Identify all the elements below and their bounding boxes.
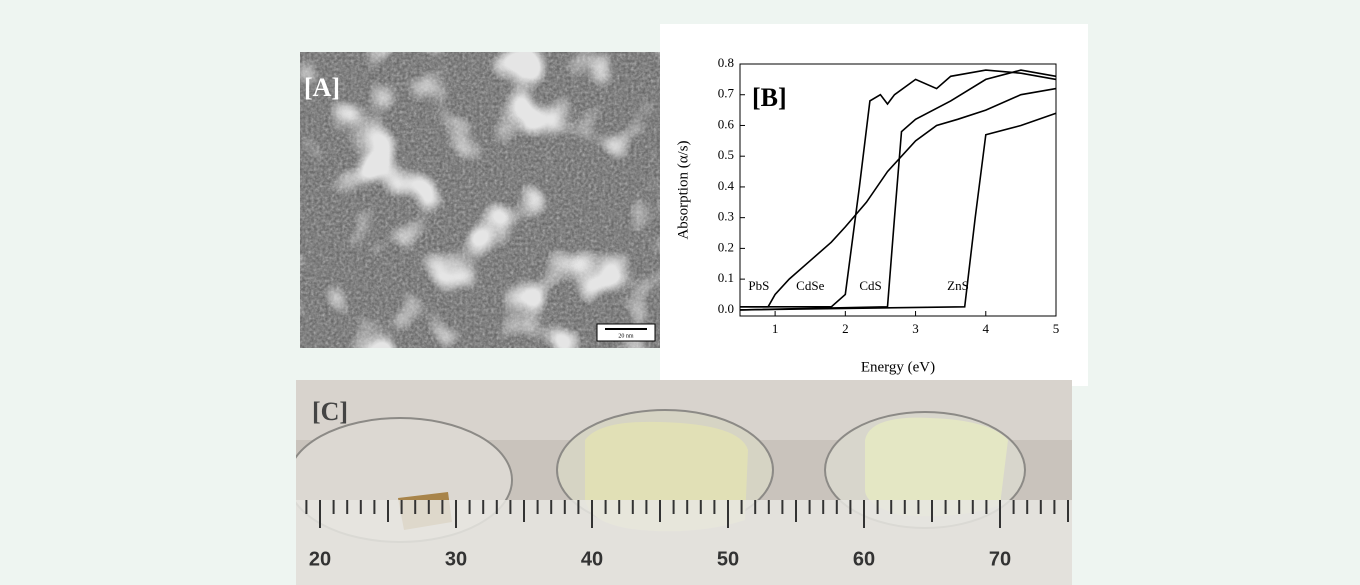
y-tick-label: 0.3 [718, 209, 734, 224]
series-label: PbS [748, 278, 769, 293]
panel-label: [B] [752, 83, 787, 112]
figure: [A] 20 nm 0.0 0.1 0.2 0.3 0.4 0.5 0.6 0.7 0.8 1 2 3… [0, 0, 1360, 585]
x-tick-label: 3 [912, 321, 919, 336]
series-label: ZnS [947, 278, 969, 293]
y-tick-label: 0.0 [718, 301, 734, 316]
ruler-label: 20 [309, 548, 331, 570]
ruler-label: 60 [853, 548, 875, 570]
panel-label: [C] [312, 397, 348, 426]
ruler-label: 50 [717, 548, 739, 570]
x-tick-label: 4 [983, 321, 990, 336]
x-tick-label: 5 [1053, 321, 1060, 336]
y-tick-label: 0.2 [718, 239, 734, 254]
ruler-label: 70 [989, 548, 1011, 570]
photo: 20 30 40 50 60 70 [288, 380, 1082, 585]
y-tick-label: 0.8 [718, 55, 734, 70]
ruler-label: 40 [581, 548, 603, 570]
series-label: CdSe [796, 278, 824, 293]
y-tick-label: 0.1 [718, 270, 734, 285]
y-tick-label: 0.5 [718, 147, 734, 162]
x-tick-label: 1 [772, 321, 779, 336]
y-axis-label: Absorption (α/s) [675, 140, 691, 239]
page: [A] 20 nm 0.0 0.1 0.2 0.3 0.4 0.5 0.6 0.7 0.8 1 2 3… [0, 0, 1360, 585]
x-axis-label: Energy (eV) [861, 359, 935, 375]
y-tick-label: 0.4 [718, 178, 735, 193]
chart-panel [660, 24, 1088, 386]
x-tick-label: 2 [842, 321, 849, 336]
y-tick-label: 0.6 [718, 116, 735, 131]
y-tick-label: 0.7 [718, 86, 735, 101]
series-label: CdS [859, 278, 881, 293]
tem-image [300, 52, 660, 348]
panel-label: [A] [304, 73, 340, 102]
ruler-label: 30 [445, 548, 467, 570]
scale-bar-label: 20 nm [618, 333, 634, 339]
